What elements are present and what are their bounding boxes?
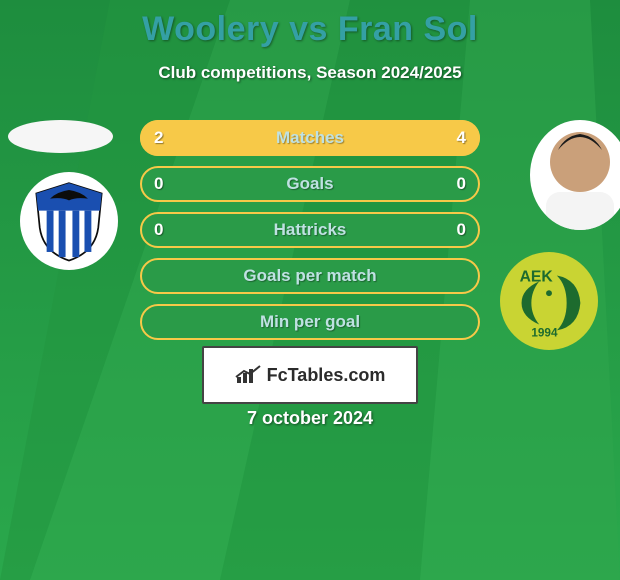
svg-text:1994: 1994 [531,326,558,339]
bar-chart-icon [235,365,261,385]
attribution-box: FcTables.com [202,346,418,404]
attribution-text: FcTables.com [267,365,386,386]
left-player-avatar [8,120,113,153]
right-club-badge: AEK 1994 [500,252,598,350]
stat-bar-label: Hattricks [140,212,480,248]
anorthosis-badge-icon [26,178,112,264]
stat-bar-left-value: 0 [154,212,163,248]
player-silhouette-icon [540,120,620,230]
right-player-avatar [530,120,620,230]
left-club-badge [20,172,118,270]
stat-bar-label: Matches [140,120,480,156]
stat-bar: Goals0 0 [140,166,480,202]
stat-bar-left-value: 2 [154,120,163,156]
comparison-card: Woolery vs Fran Sol Club competitions, S… [0,0,620,580]
stat-bar: Matches2 4 [140,120,480,156]
stat-bar-label: Goals [140,166,480,202]
stat-bars: Matches24Goals00Hattricks00Goals per mat… [140,120,480,350]
stat-bar-right-value: 4 [457,120,466,156]
stat-bar-label: Min per goal [140,304,480,340]
stat-bar-left-value: 0 [154,166,163,202]
page-title: Woolery vs Fran Sol [0,0,620,49]
stat-bar-right-value: 0 [457,212,466,248]
stat-bar: Goals per match [140,258,480,294]
update-date: 7 october 2024 [0,408,620,429]
stat-bar-right-value: 0 [457,166,466,202]
aek-badge-icon: AEK 1994 [500,252,598,350]
stat-bar: Min per goal [140,304,480,340]
stat-bar: Hattricks0 0 [140,212,480,248]
page-subtitle: Club competitions, Season 2024/2025 [0,63,620,83]
stat-bar-label: Goals per match [140,258,480,294]
